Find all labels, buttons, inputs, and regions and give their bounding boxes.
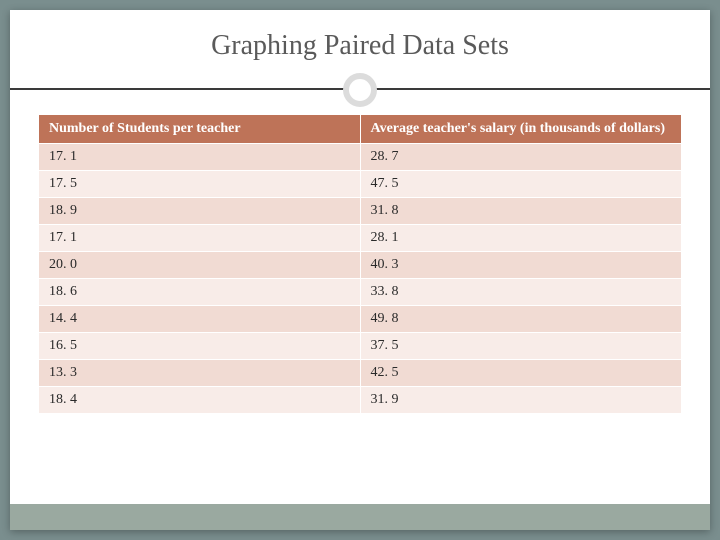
table-row: 18. 9 31. 8 <box>39 198 682 225</box>
footer-band <box>10 504 710 530</box>
slide: Graphing Paired Data Sets Number of Stud… <box>10 10 710 530</box>
cell-salary: 33. 8 <box>360 279 682 306</box>
cell-students: 18. 6 <box>39 279 361 306</box>
cell-salary: 47. 5 <box>360 171 682 198</box>
table-row: 18. 6 33. 8 <box>39 279 682 306</box>
cell-students: 17. 1 <box>39 144 361 171</box>
cell-students: 17. 5 <box>39 171 361 198</box>
cell-students: 13. 3 <box>39 360 361 387</box>
cell-salary: 28. 1 <box>360 225 682 252</box>
table-row: 14. 4 49. 8 <box>39 306 682 333</box>
page-title: Graphing Paired Data Sets <box>10 30 710 62</box>
table-row: 17. 1 28. 7 <box>39 144 682 171</box>
table-row: 16. 5 37. 5 <box>39 333 682 360</box>
table-header-row: Number of Students per teacher Average t… <box>39 115 682 144</box>
column-header-students: Number of Students per teacher <box>39 115 361 144</box>
cell-students: 20. 0 <box>39 252 361 279</box>
table-row: 17. 1 28. 1 <box>39 225 682 252</box>
content-area: Number of Students per teacher Average t… <box>10 114 710 414</box>
cell-salary: 37. 5 <box>360 333 682 360</box>
cell-salary: 31. 9 <box>360 387 682 414</box>
table-row: 20. 0 40. 3 <box>39 252 682 279</box>
column-header-salary: Average teacher's salary (in thousands o… <box>360 115 682 144</box>
cell-salary: 28. 7 <box>360 144 682 171</box>
table-body: 17. 1 28. 7 17. 5 47. 5 18. 9 31. 8 17. … <box>39 144 682 414</box>
title-divider <box>10 70 710 110</box>
divider-circle-icon <box>343 73 377 107</box>
cell-students: 18. 9 <box>39 198 361 225</box>
table-row: 18. 4 31. 9 <box>39 387 682 414</box>
data-table: Number of Students per teacher Average t… <box>38 114 682 414</box>
cell-students: 18. 4 <box>39 387 361 414</box>
cell-students: 14. 4 <box>39 306 361 333</box>
cell-students: 17. 1 <box>39 225 361 252</box>
table-row: 17. 5 47. 5 <box>39 171 682 198</box>
title-area: Graphing Paired Data Sets <box>10 10 710 70</box>
cell-salary: 31. 8 <box>360 198 682 225</box>
table-row: 13. 3 42. 5 <box>39 360 682 387</box>
cell-salary: 42. 5 <box>360 360 682 387</box>
cell-students: 16. 5 <box>39 333 361 360</box>
cell-salary: 40. 3 <box>360 252 682 279</box>
cell-salary: 49. 8 <box>360 306 682 333</box>
